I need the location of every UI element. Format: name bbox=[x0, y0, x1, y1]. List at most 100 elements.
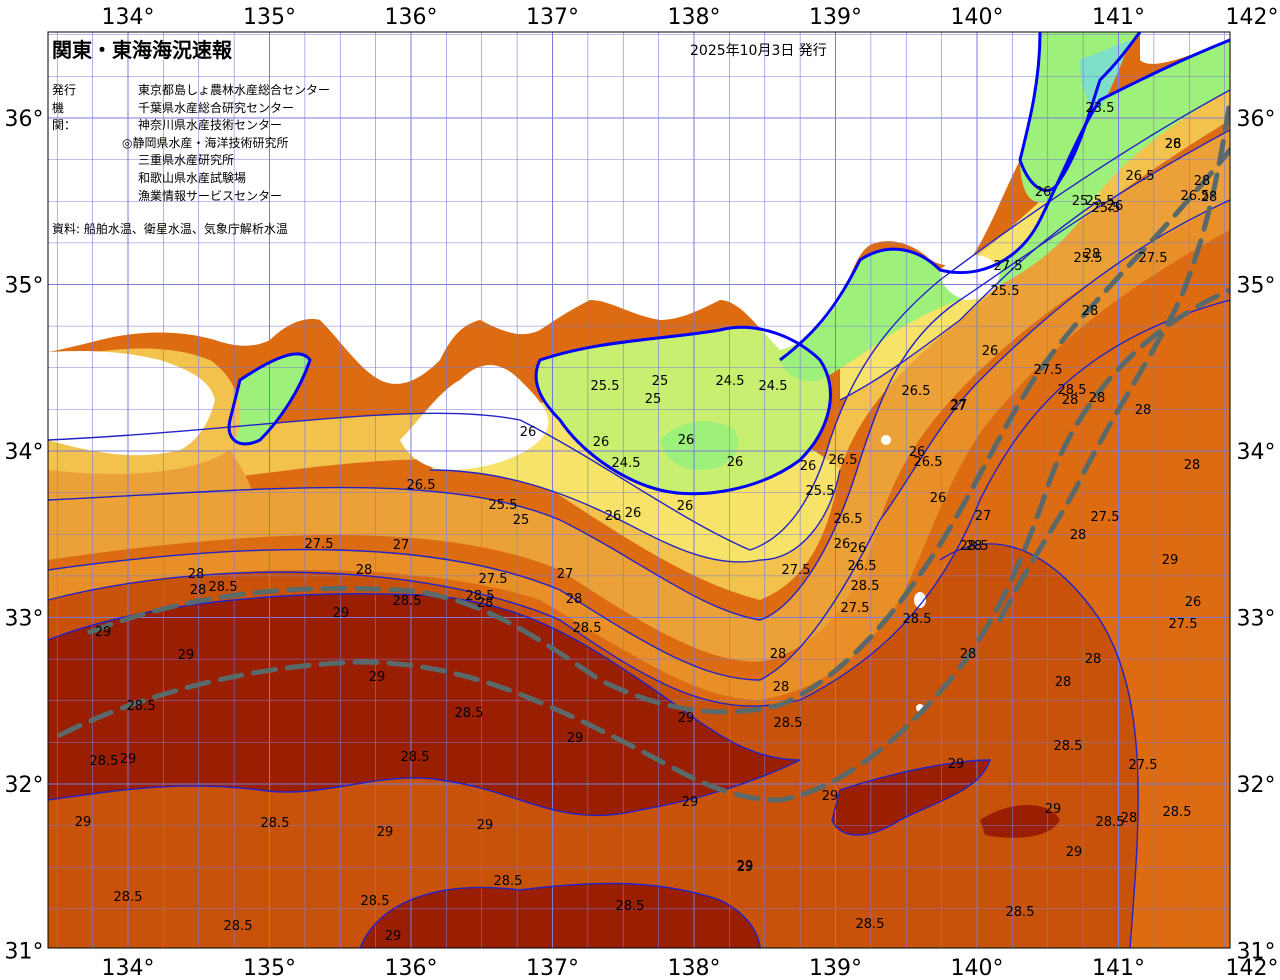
sst-patch-29-se bbox=[980, 805, 1060, 838]
isotherm-value-label: 28 bbox=[1194, 174, 1211, 189]
isotherm-value-label: 28.5 bbox=[1058, 383, 1087, 398]
isotherm-value-label: 26.5 bbox=[1126, 169, 1155, 184]
isotherm-value-label: 26 bbox=[1165, 137, 1182, 152]
land-boso-peninsula bbox=[940, 255, 1000, 300]
latitude-label: 33° bbox=[5, 607, 44, 632]
longitude-label: 141° bbox=[1092, 956, 1145, 980]
isotherm-value-label: 26 bbox=[678, 433, 695, 448]
isotherm-value-label: 28.5 bbox=[401, 750, 430, 765]
issuer-item: 千葉県水産総合研究センター bbox=[138, 100, 295, 115]
isotherm-value-label: 27.5 bbox=[1139, 251, 1168, 266]
isotherm-value-label: 28.5 bbox=[393, 594, 422, 609]
land-kii-peninsula bbox=[400, 365, 549, 470]
island-oshima bbox=[914, 592, 926, 608]
isotherm-value-label: 29 bbox=[1045, 802, 1062, 817]
isotherm-28-5 bbox=[48, 593, 801, 761]
issue-date: 2025年10月3日 発行 bbox=[690, 43, 827, 59]
isotherm-value-label: 29 bbox=[377, 825, 394, 840]
isotherm-value-label: 29 bbox=[333, 606, 350, 621]
isotherm-value-label: 27.5 bbox=[782, 563, 811, 578]
latitude-labels-right: 36° 35° 34° 33° 32° 31° bbox=[1237, 107, 1276, 965]
longitude-labels-bottom: 134° 135° 136° 137° 138° 139° 140° 141° 142° bbox=[102, 956, 1279, 980]
isotherm-coastal-thick bbox=[227, 32, 1230, 496]
issuer-item: 三重県水産研究所 bbox=[138, 153, 235, 168]
isotherm-value-label: 25.5 bbox=[991, 284, 1020, 299]
longitude-label: 136° bbox=[385, 5, 438, 30]
isotherm-27 bbox=[48, 129, 1230, 621]
longitude-label: 137° bbox=[526, 956, 579, 980]
isotherm-value-label: 29 bbox=[178, 648, 195, 663]
sst-patch-29-south bbox=[360, 883, 760, 948]
latitude-label: 33° bbox=[1237, 607, 1276, 632]
isotherm-value-label: 28.5 bbox=[851, 579, 880, 594]
isotherm-value-label: 28.5 bbox=[361, 894, 390, 909]
isotherm-value-label: 29 bbox=[95, 625, 112, 640]
longitude-label: 137° bbox=[526, 5, 579, 30]
isotherm-value-label: 25 bbox=[652, 374, 669, 389]
isotherm-value-label: 26 bbox=[605, 509, 622, 524]
isotherm-26-5 bbox=[48, 89, 1230, 551]
isotherm-value-label: 27.5 bbox=[1034, 363, 1063, 378]
latitude-label: 31° bbox=[5, 940, 44, 965]
isotherm-24-osaka bbox=[227, 352, 312, 446]
isotherm-value-label: 26.5 bbox=[829, 453, 858, 468]
latitude-label: 32° bbox=[1237, 773, 1276, 798]
longitude-label: 142° bbox=[1226, 5, 1279, 30]
isotherm-value-label: 28 bbox=[1201, 190, 1218, 205]
isotherm-value-label: 26.5 bbox=[848, 559, 877, 574]
isotherm-29-east bbox=[831, 759, 991, 836]
isotherm-value-label: 28 bbox=[1070, 528, 1087, 543]
issuer-label: 発行機関： bbox=[52, 83, 77, 133]
isotherm-value-label: 28.5 bbox=[903, 612, 932, 627]
isotherm-value-label: 27 bbox=[393, 538, 410, 553]
isotherm-value-label: 27.5 bbox=[1091, 510, 1120, 525]
longitude-label: 140° bbox=[951, 956, 1004, 980]
isotherm-value-label: 28.5 bbox=[455, 706, 484, 721]
issuer-item: 和歌山県水産試験場 bbox=[138, 170, 247, 185]
isotherm-value-label: 27.5 bbox=[305, 537, 334, 552]
sst-band-29 bbox=[48, 593, 800, 816]
isotherm-value-label: 28 bbox=[960, 647, 977, 662]
isotherm-23-5 bbox=[1018, 32, 1142, 192]
isotherm-27-5 bbox=[48, 199, 1230, 681]
longitude-label: 134° bbox=[102, 956, 155, 980]
isotherm-value-label: 28.5 bbox=[261, 816, 290, 831]
isotherm-value-label: 28 bbox=[966, 539, 983, 554]
isotherm-value-label: 25.5 bbox=[1074, 251, 1103, 266]
isotherm-28-east bbox=[939, 543, 1139, 948]
isotherm-value-label: 26 bbox=[909, 445, 926, 460]
latitude-label: 34° bbox=[1237, 440, 1276, 465]
issuer-item: 漁業情報サービスセンター bbox=[138, 188, 283, 203]
isotherm-value-label: 29 bbox=[75, 815, 92, 830]
longitude-label: 138° bbox=[668, 956, 721, 980]
isotherm-value-label: 25.5 bbox=[1092, 201, 1121, 216]
longitude-label: 142° bbox=[1226, 956, 1279, 980]
isotherm-value-label: 28.5 bbox=[856, 917, 885, 932]
sst-band-24 bbox=[1020, 32, 1140, 203]
isotherm-26-east bbox=[839, 199, 1101, 401]
island-hachijo bbox=[881, 435, 891, 445]
issuer-list: 東京都島しょ農林水産総合センター 千葉県水産総合研究センター 神奈川県水産技術セ… bbox=[122, 82, 330, 205]
isotherm-value-label: 28 bbox=[773, 680, 790, 695]
isotherm-value-label: 28 bbox=[1082, 304, 1099, 319]
sst-patch-29-east bbox=[832, 760, 990, 835]
isotherm-value-label: 29 bbox=[1162, 553, 1179, 568]
isotherm-value-label: 26 bbox=[850, 541, 867, 556]
longitude-label: 140° bbox=[951, 5, 1004, 30]
isotherm-25-5-coastal bbox=[534, 325, 832, 496]
isotherm-value-label: 28.5 bbox=[1163, 805, 1192, 820]
isotherm-value-label: 26 bbox=[677, 499, 694, 514]
isotherm-value-label: 29 bbox=[737, 859, 754, 874]
isotherm-value-label: 29 bbox=[120, 752, 137, 767]
isotherm-value-label: 26 bbox=[834, 537, 851, 552]
longitude-label: 136° bbox=[385, 956, 438, 980]
isotherm-value-label: 28.5 bbox=[960, 539, 989, 554]
latitude-label: 36° bbox=[1237, 107, 1276, 132]
isotherm-value-label: 25.5 bbox=[1086, 194, 1115, 209]
isotherm-value-label: 28.5 bbox=[466, 589, 495, 604]
isotherm-value-label: 29 bbox=[385, 929, 402, 944]
isotherm-value-label: 28.5 bbox=[616, 899, 645, 914]
isotherm-value-label: 29 bbox=[682, 795, 699, 810]
isotherm-value-label: 28.5 bbox=[224, 919, 253, 934]
